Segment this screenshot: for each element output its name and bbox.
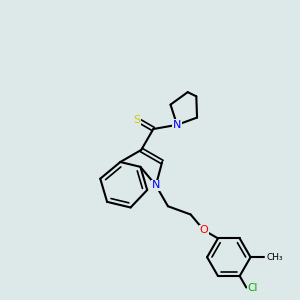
Text: N: N [173, 120, 181, 130]
Text: N: N [173, 120, 181, 130]
Text: O: O [200, 225, 208, 235]
Text: N: N [152, 180, 160, 190]
Text: Cl: Cl [248, 283, 258, 292]
Text: CH₃: CH₃ [267, 253, 284, 262]
Text: S: S [134, 115, 141, 124]
